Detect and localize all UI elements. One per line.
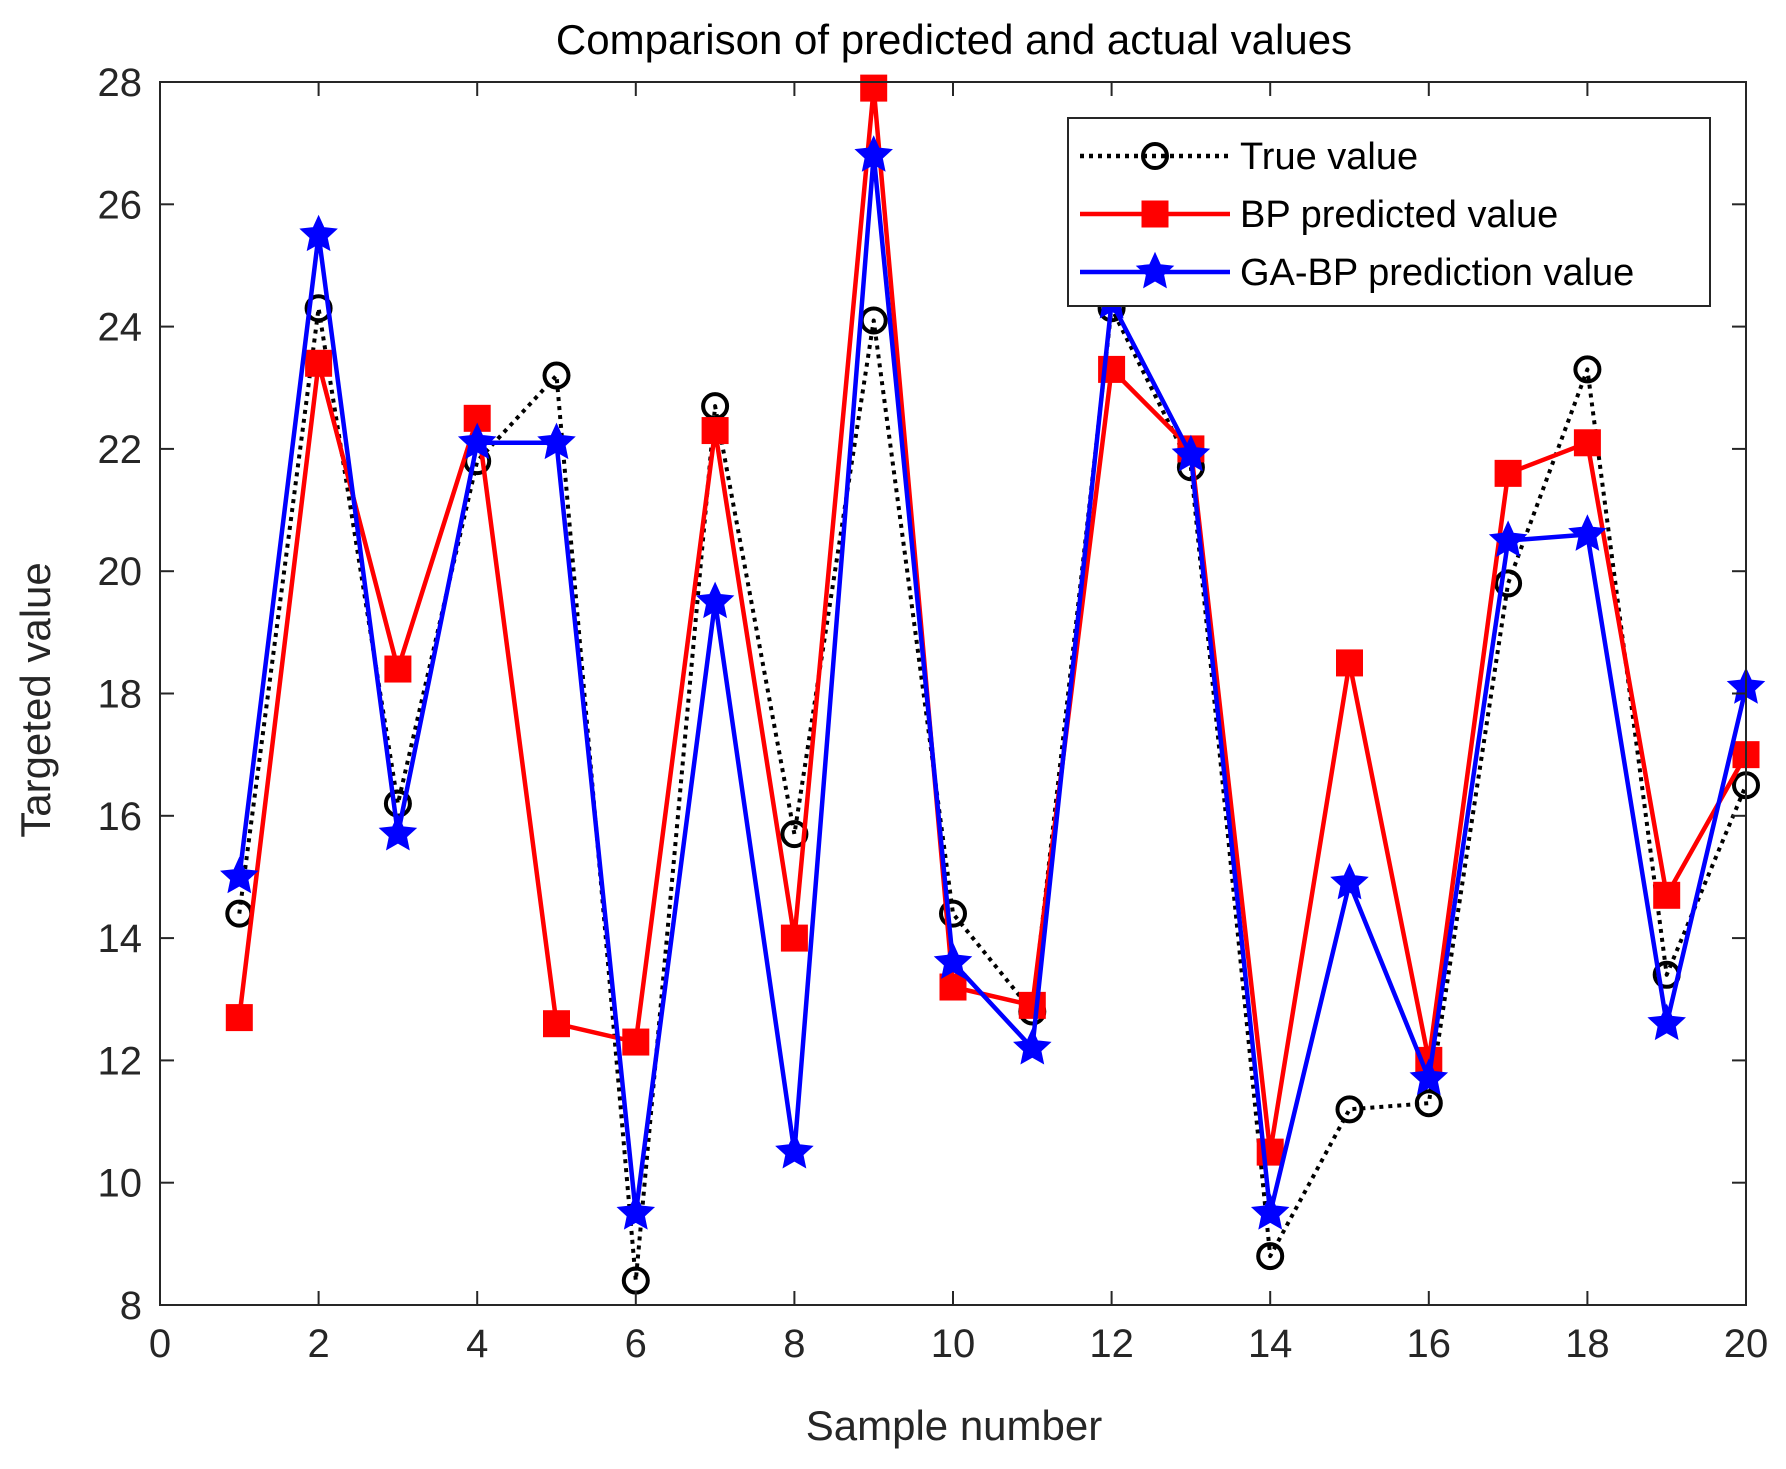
data-point — [933, 942, 973, 979]
x-tick-label: 16 — [1407, 1322, 1452, 1366]
data-point — [701, 417, 729, 445]
x-tick-label: 4 — [466, 1322, 488, 1366]
data-point — [1653, 881, 1681, 909]
data-point — [1647, 1003, 1686, 1041]
data-point — [1336, 649, 1363, 677]
data-point — [939, 899, 967, 928]
legend: True value BP predicted value GA-BP predic… — [1067, 117, 1711, 307]
data-point — [775, 1131, 814, 1169]
legend-marker — [1135, 251, 1175, 289]
data-point — [616, 1193, 656, 1230]
data-point — [542, 361, 571, 390]
data-point — [854, 135, 893, 172]
y-tick-label: 8 — [120, 1284, 142, 1328]
chart-title: Comparison of predicted and actual value… — [556, 16, 1352, 63]
x-tick-label: 0 — [149, 1322, 171, 1366]
legend-marker — [1141, 200, 1169, 228]
data-point — [1414, 1089, 1443, 1118]
data-point — [537, 422, 576, 460]
data-point — [1171, 434, 1211, 472]
data-point — [622, 1028, 650, 1056]
data-point — [1494, 569, 1523, 598]
x-tick-label: 14 — [1248, 1322, 1293, 1366]
legend-entry: True value — [1240, 136, 1418, 178]
x-axis-label: Sample number — [806, 1402, 1102, 1449]
y-tick-label: 26 — [98, 183, 143, 227]
data-point — [543, 1010, 570, 1038]
data-point — [860, 74, 888, 102]
legend-entry: BP predicted value — [1240, 194, 1558, 236]
data-point — [384, 655, 412, 683]
y-tick-label: 28 — [98, 61, 143, 105]
y-tick-label: 10 — [98, 1162, 143, 1206]
data-point — [1256, 1242, 1285, 1271]
data-point — [1568, 514, 1607, 551]
y-tick-label: 22 — [98, 428, 143, 472]
y-tick-label: 20 — [98, 550, 143, 594]
data-point — [1330, 862, 1369, 900]
data-point — [457, 422, 497, 460]
data-point — [220, 856, 259, 894]
y-tick-label: 18 — [98, 673, 143, 717]
data-point — [305, 349, 333, 377]
legend-marker — [1141, 142, 1169, 170]
x-tick-label: 2 — [307, 1322, 329, 1366]
y-tick-label: 14 — [98, 917, 143, 961]
y-tick-label: 12 — [98, 1039, 143, 1083]
data-point — [1573, 429, 1601, 457]
data-point — [1409, 1058, 1449, 1096]
x-tick-label: 8 — [783, 1322, 805, 1366]
data-point — [225, 1004, 253, 1032]
x-tick-label: 20 — [1724, 1322, 1769, 1366]
data-point — [939, 973, 967, 1001]
data-point — [695, 581, 735, 619]
data-point — [780, 820, 809, 849]
data-point — [1250, 1193, 1290, 1230]
data-point — [378, 813, 418, 851]
x-tick-label: 10 — [931, 1322, 976, 1366]
y-tick-label: 16 — [98, 795, 143, 839]
data-point — [780, 924, 808, 952]
y-axis-label: Targeted value — [12, 562, 59, 838]
data-point — [1494, 459, 1522, 487]
series-line — [237, 153, 1749, 1216]
data-point — [1013, 1027, 1052, 1065]
series-line — [237, 85, 1748, 1155]
x-tick-label: 6 — [625, 1322, 647, 1366]
data-point — [1488, 520, 1528, 557]
data-point — [1018, 991, 1046, 1019]
data-point — [304, 294, 333, 323]
data-point — [299, 214, 338, 252]
x-tick-label: 18 — [1565, 1322, 1610, 1366]
data-point — [1335, 1095, 1364, 1124]
series-line — [237, 306, 1748, 1283]
legend-entry: GA-BP prediction value — [1240, 252, 1634, 294]
x-tick-label: 12 — [1089, 1322, 1134, 1366]
data-point — [1573, 355, 1602, 384]
y-tick-label: 24 — [98, 306, 143, 350]
